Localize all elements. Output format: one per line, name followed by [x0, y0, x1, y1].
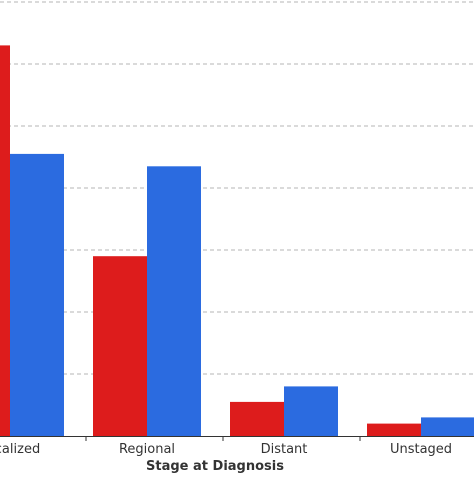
bar-regional-series-1: [93, 256, 147, 436]
bar-distant-series-2: [284, 386, 338, 436]
bar-unstaged-series-1: [367, 423, 421, 436]
bar-unstaged-series-2: [421, 417, 474, 436]
x-tick-label-regional: Regional: [119, 442, 175, 457]
bars: [0, 45, 474, 437]
bar-distant-series-1: [230, 401, 284, 436]
x-axis: Localized Regional Distant Unstaged: [0, 436, 474, 457]
gridlines: [0, 1, 474, 375]
x-axis-title: Stage at Diagnosis: [146, 459, 284, 474]
x-tick-label-distant: Distant: [261, 442, 308, 457]
bar-localized-series-2: [10, 153, 64, 436]
bar-regional-series-2: [147, 166, 201, 437]
x-tick-label-unstaged: Unstaged: [390, 442, 452, 457]
x-tick-label-localized: Localized: [0, 442, 40, 457]
bar-localized-series-1: [0, 45, 10, 437]
